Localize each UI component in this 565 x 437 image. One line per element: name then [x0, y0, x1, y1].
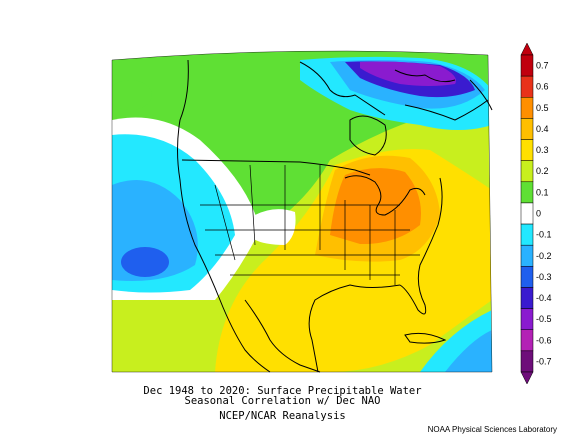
colorbar-label: -0.4 [536, 293, 552, 303]
colorbar-top-arrow [520, 42, 534, 56]
colorbar-label: -0.6 [536, 335, 552, 345]
colorbar-label: 0.1 [536, 187, 549, 197]
arctic-coast [299, 61, 386, 116]
colorbar-label: 0 [536, 209, 541, 219]
field-white-patch [252, 209, 296, 245]
mexico-coast [244, 299, 321, 373]
colorbar-box [520, 202, 534, 225]
colorbar-label: -0.7 [536, 356, 552, 366]
colorbar-label: -0.2 [536, 251, 552, 261]
colorbar-box [520, 118, 534, 140]
east-coastline [399, 177, 443, 315]
colorbar-box [520, 97, 534, 119]
colorbar-label: -0.1 [536, 230, 552, 240]
political-boundaries [177, 59, 493, 373]
field-southeast-neg0.2 [445, 330, 492, 372]
colorbar-label: 0.4 [536, 124, 549, 134]
colorbar-box [520, 329, 534, 352]
colorbar-box [520, 350, 534, 373]
colorbar-box [520, 287, 534, 309]
arctic-islands [394, 69, 456, 83]
colorbar-box [520, 54, 534, 77]
colorbar-labels: 0.7 0.6 0.5 0.4 0.3 0.2 0.1 0 -0.1 -0.2 -0.3 -0.4 -0… [536, 61, 552, 367]
field-arctic-neg0.5 [360, 61, 456, 86]
colorbar-box [520, 139, 534, 161]
colorbar-boxes [520, 54, 534, 373]
cuba [404, 332, 447, 344]
colorbar-box [520, 308, 534, 330]
colorbar-box [520, 266, 534, 288]
caption-line3: NCEP/NCAR Reanalysis [219, 410, 346, 422]
colorbar-label: 0.6 [536, 82, 549, 92]
colorbar-label: 0.3 [536, 145, 549, 155]
greenland [469, 79, 493, 111]
caption-line1: Dec 1948 to 2020: Surface Precipitable W… [143, 385, 422, 397]
caption-line2: Seasonal Correlation w/ Dec NAO [184, 395, 381, 407]
colorbar-box [520, 181, 534, 204]
colorbar-box [520, 223, 534, 246]
hudson-bay [349, 115, 387, 156]
colorbar-label: 0.5 [536, 103, 549, 113]
colorbar-box [520, 75, 534, 98]
colorbar-label: 0.2 [536, 166, 549, 176]
domain-border [111, 50, 493, 373]
shaded-field [112, 51, 492, 372]
colorbar-label: -0.5 [536, 314, 552, 324]
colorbar-label: -0.3 [536, 272, 552, 282]
credit-text: NOAA Physical Sciences Laboratory [427, 425, 557, 434]
colorbar-box [520, 160, 534, 183]
great-lakes [344, 175, 426, 216]
west-coastline [177, 59, 271, 373]
gulf-coastline [308, 284, 401, 373]
field-level-neg0.3 [121, 247, 169, 277]
field-west-green [112, 80, 152, 110]
colorbar-box [520, 244, 534, 267]
us-canada-border [181, 159, 371, 176]
colorbar: 0.7 0.6 0.5 0.4 0.3 0.2 0.1 0 -0.1 -0.2 -0.3 -0.4 -0… [520, 42, 552, 385]
colorbar-label: 0.7 [536, 61, 549, 71]
hudson-region [404, 99, 489, 121]
state-lines-horizontal [200, 204, 420, 276]
field-level-0.5 [330, 168, 421, 245]
colorbar-bottom-arrow [520, 371, 534, 385]
